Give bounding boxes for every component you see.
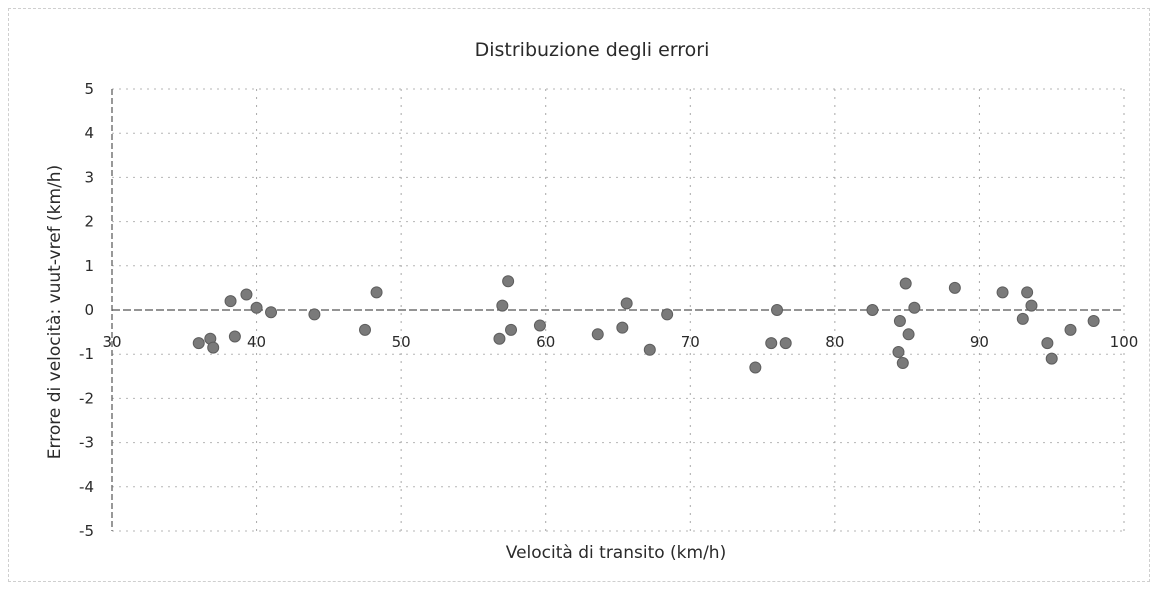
y-tick-label: 4 [84,124,94,142]
data-point [1021,286,1034,299]
data-point [265,306,278,319]
chart-title: Distribuzione degli errori [475,39,710,61]
data-point [899,277,912,290]
x-tick-label: 40 [247,333,266,351]
data-point [896,357,909,370]
data-point [228,330,241,343]
data-point [308,308,321,321]
y-tick-label: 5 [84,80,94,98]
data-point [771,304,784,316]
data-point [1025,299,1038,312]
y-axis-title: Errore di velocità: vuut-vref (km/h) [45,165,65,459]
data-point [502,275,515,288]
data-point [1016,312,1029,325]
data-point [240,288,253,301]
data-point [661,308,674,321]
y-tick-label: -3 [79,434,94,452]
data-point [591,328,604,341]
data-point [493,332,506,345]
y-tick-label: 3 [84,168,94,186]
data-point [1041,337,1054,350]
data-point [192,337,205,350]
data-point [893,315,906,328]
y-tick-label: -2 [79,389,94,407]
data-point [892,345,905,358]
data-point [948,281,961,294]
x-tick-label: 80 [825,333,844,351]
y-tick-label: 2 [84,213,94,231]
data-point [866,304,879,316]
data-point [250,301,263,314]
data-point [616,321,629,334]
data-point [765,337,778,350]
x-tick-label: 100 [1110,333,1139,351]
x-tick-label: 30 [102,333,121,351]
grid-lines [112,88,1125,532]
data-point [620,297,633,310]
x-tick-label: 70 [681,333,700,351]
axes [111,89,1124,531]
data-point [496,299,509,312]
data-point [643,343,656,356]
data-point [533,319,546,332]
x-axis-title: Velocità di transito (km/h) [506,543,726,563]
y-tick-label: -5 [79,522,94,540]
data-point [1087,315,1100,328]
y-tick-label: -1 [79,345,94,363]
data-point [779,337,792,350]
y-tick-label: 1 [84,257,94,275]
data-point [370,286,383,299]
x-tick-label: 50 [392,333,411,351]
data-point [908,301,921,314]
data-point [1045,352,1058,365]
y-tick-label: -4 [79,478,94,496]
x-tick-label: 60 [536,333,555,351]
tick-labels: 5 4 3 2 1 0 -1 -2 -3 -4 -5 30 40 50 60 70 80 90 100 [79,80,1138,540]
x-tick-label: 90 [970,333,989,351]
data-point [1064,323,1077,336]
data-point [224,295,237,308]
data-point [359,323,371,336]
data-point [207,341,220,354]
data-points [192,275,1100,374]
data-point [996,286,1009,299]
chart-frame [8,8,1150,582]
data-point [749,361,762,374]
data-point [902,328,915,341]
y-tick-label: 0 [84,301,94,319]
data-point [505,323,518,336]
